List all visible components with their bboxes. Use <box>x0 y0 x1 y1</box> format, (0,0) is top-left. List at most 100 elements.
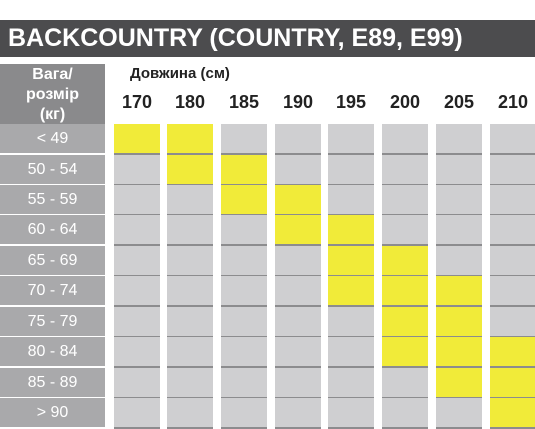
recommended-size-cell <box>382 307 428 336</box>
recommended-size-cell <box>382 337 428 366</box>
size-cell <box>436 155 482 184</box>
size-cell <box>114 368 160 397</box>
weight-label-2: 55 - 59 <box>0 185 105 214</box>
size-cell <box>328 307 374 336</box>
length-label-180: 180 <box>174 92 206 112</box>
size-cell <box>275 307 321 336</box>
recommended-size-cell <box>436 276 482 305</box>
weight-label-5: 70 - 74 <box>0 276 105 305</box>
size-cell <box>114 215 160 244</box>
recommended-size-cell <box>275 185 321 214</box>
recommended-size-cell <box>167 155 213 184</box>
size-cell <box>167 215 213 244</box>
recommended-size-cell <box>382 276 428 305</box>
length-label-185: 185 <box>228 92 260 112</box>
size-cell <box>114 185 160 214</box>
size-cell <box>167 337 213 366</box>
size-cell <box>114 276 160 305</box>
size-cell <box>275 246 321 275</box>
weight-header-line-1: Вага/ <box>32 66 73 83</box>
weight-header: Вага/ розмір (кг) <box>0 64 105 124</box>
weight-label-3: 60 - 64 <box>0 215 105 244</box>
size-cell <box>275 398 321 427</box>
size-cell <box>221 276 267 305</box>
length-label-170: 170 <box>121 92 153 112</box>
recommended-size-cell <box>221 155 267 184</box>
size-cell <box>275 337 321 366</box>
recommended-size-cell <box>436 307 482 336</box>
size-cell <box>328 155 374 184</box>
size-cell <box>436 246 482 275</box>
weight-label-8: 85 - 89 <box>0 368 105 397</box>
size-cell <box>382 124 428 153</box>
weight-header-line-3: (кг) <box>39 106 66 123</box>
length-label-205: 205 <box>443 92 475 112</box>
size-cell <box>221 337 267 366</box>
weight-label-6: 75 - 79 <box>0 307 105 336</box>
weight-header-line-2: розмір <box>26 86 79 103</box>
size-cell <box>114 246 160 275</box>
size-cell <box>221 246 267 275</box>
size-cell <box>490 185 535 214</box>
recommended-size-cell <box>490 368 535 397</box>
size-cell <box>382 185 428 214</box>
size-cell <box>328 124 374 153</box>
size-cell <box>167 185 213 214</box>
chart-title: BACKCOUNTRY (COUNTRY, E89, E99) <box>0 20 535 57</box>
recommended-size-cell <box>328 276 374 305</box>
size-cell <box>490 124 535 153</box>
weight-label-4: 65 - 69 <box>0 246 105 275</box>
recommended-size-cell <box>114 124 160 153</box>
size-cell <box>114 398 160 427</box>
size-cell <box>328 185 374 214</box>
column-divider <box>105 60 108 429</box>
length-header-title: Довжина (см) <box>130 65 230 82</box>
size-cell <box>328 398 374 427</box>
size-cell <box>221 368 267 397</box>
size-cell <box>114 337 160 366</box>
size-cell <box>221 398 267 427</box>
size-cell <box>382 155 428 184</box>
size-cell <box>490 215 535 244</box>
size-cell <box>436 215 482 244</box>
length-label-190: 190 <box>282 92 314 112</box>
recommended-size-cell <box>328 215 374 244</box>
size-cell <box>167 276 213 305</box>
size-cell <box>167 246 213 275</box>
size-cell <box>490 276 535 305</box>
weight-label-9: > 90 <box>0 398 105 427</box>
recommended-size-cell <box>490 337 535 366</box>
size-cell <box>221 215 267 244</box>
size-cell <box>436 398 482 427</box>
size-cell <box>275 124 321 153</box>
recommended-size-cell <box>436 337 482 366</box>
size-cell <box>328 368 374 397</box>
size-cell <box>275 368 321 397</box>
size-cell <box>490 246 535 275</box>
recommended-size-cell <box>436 368 482 397</box>
size-cell <box>114 307 160 336</box>
size-cell <box>490 307 535 336</box>
recommended-size-cell <box>328 246 374 275</box>
size-cell <box>167 398 213 427</box>
size-cell <box>221 307 267 336</box>
size-cell <box>328 337 374 366</box>
size-cell <box>382 368 428 397</box>
weight-label-1: 50 - 54 <box>0 155 105 184</box>
recommended-size-cell <box>275 215 321 244</box>
size-cell <box>167 307 213 336</box>
length-label-195: 195 <box>335 92 367 112</box>
weight-label-0: < 49 <box>0 124 105 153</box>
recommended-size-cell <box>382 246 428 275</box>
recommended-size-cell <box>167 124 213 153</box>
size-cell <box>275 155 321 184</box>
length-label-200: 200 <box>389 92 421 112</box>
size-cell <box>221 124 267 153</box>
recommended-size-cell <box>490 398 535 427</box>
size-cell <box>382 398 428 427</box>
size-cell <box>114 155 160 184</box>
size-cell <box>167 368 213 397</box>
length-label-210: 210 <box>497 92 529 112</box>
size-cell <box>275 276 321 305</box>
